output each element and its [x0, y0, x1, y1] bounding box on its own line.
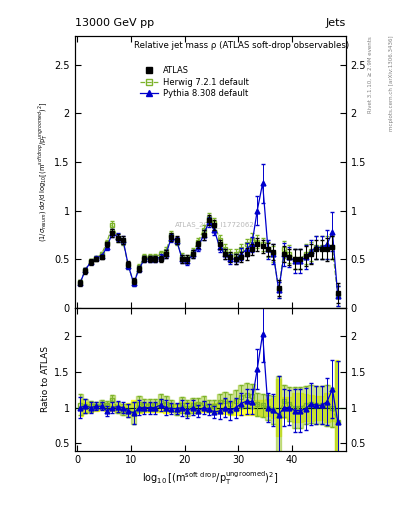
Text: Jets: Jets	[325, 18, 346, 28]
Text: Relative jet mass ρ (ATLAS soft-drop observables): Relative jet mass ρ (ATLAS soft-drop obs…	[134, 41, 349, 50]
Text: ATLAS_2019_I1772062: ATLAS_2019_I1772062	[175, 221, 255, 228]
Y-axis label: $(1/\sigma_{resum})$ d$\sigma$/d log$_{10}$[(m$^{soft drop}$/p$_T^{ungroomed}$)$: $(1/\sigma_{resum})$ d$\sigma$/d log$_{1…	[37, 101, 50, 242]
Legend: ATLAS, Herwig 7.2.1 default, Pythia 8.308 default: ATLAS, Herwig 7.2.1 default, Pythia 8.30…	[138, 65, 250, 100]
X-axis label: $\log_{10}$[(m$^{\rm soft\ drop}$/p$_{\rm T}^{\rm ungroomed}$)$^2$]: $\log_{10}$[(m$^{\rm soft\ drop}$/p$_{\r…	[142, 470, 279, 487]
Text: mcplots.cern.ch [arXiv:1306.3436]: mcplots.cern.ch [arXiv:1306.3436]	[389, 36, 393, 132]
Text: 13000 GeV pp: 13000 GeV pp	[75, 18, 154, 28]
Y-axis label: Ratio to ATLAS: Ratio to ATLAS	[41, 346, 50, 412]
Text: Rivet 3.1.10, ≥ 2.9M events: Rivet 3.1.10, ≥ 2.9M events	[367, 36, 373, 113]
